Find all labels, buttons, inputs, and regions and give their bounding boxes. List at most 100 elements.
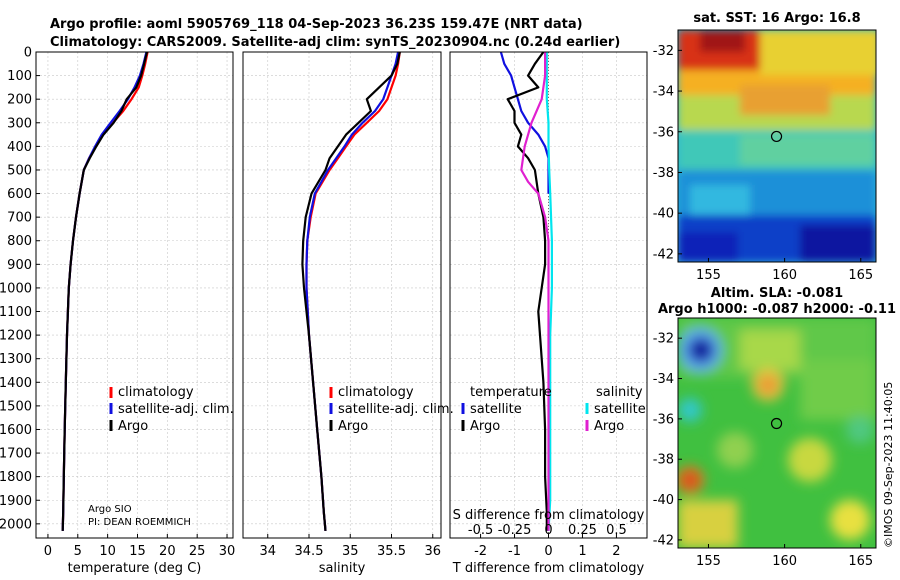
x-tick-label: 2 xyxy=(612,544,620,559)
y-tick-label: 0 xyxy=(24,46,32,61)
series-line-temperature-satellite xyxy=(499,51,550,194)
credit-pi: PI: DEAN ROEMMICH xyxy=(88,517,191,528)
x-tick-label: 0 xyxy=(544,544,552,559)
x-tick-label: 30 xyxy=(219,544,236,559)
x-axis-label: temperature (deg C) xyxy=(68,561,202,576)
credit-institution: Argo SIO xyxy=(88,504,132,515)
legend-label-satellite: satellite-adj. clim. xyxy=(338,402,454,417)
y-tick-label: 400 xyxy=(7,140,32,155)
legend-label-climatology: climatology xyxy=(118,385,194,400)
map-y-tick-label: -36 xyxy=(653,412,674,427)
argo-location-marker xyxy=(770,130,783,143)
x-tick-label: 5 xyxy=(74,544,82,559)
sst-map: 155 160 165 -32 -34 -36 -38 -40 -42 xyxy=(653,29,877,283)
secondary-tick-label: 0.5 xyxy=(606,523,627,538)
y-tick-label: 2000 xyxy=(0,517,32,532)
series-line-salinity-argo xyxy=(520,52,550,531)
difference-legend: temperature salinity satellite Argo sate… xyxy=(461,385,646,434)
map-y-tick-label: -38 xyxy=(653,453,674,468)
map-x-tick-label: 160 xyxy=(772,268,797,283)
x-tick-label: 34.5 xyxy=(295,544,324,559)
map-y-tick-label: -38 xyxy=(653,166,674,181)
series-line-satellite-adj-clim- xyxy=(61,51,148,531)
x-tick-label: 0 xyxy=(44,544,52,559)
y-tick-label: 1600 xyxy=(0,423,32,438)
series-line-argo xyxy=(301,51,401,531)
sla-map: 155 160 165 -32 -34 -36 -38 -40 -42 xyxy=(653,317,877,569)
legend-label-temp-argo: Argo xyxy=(470,419,500,434)
y-tick-label: 1000 xyxy=(0,281,32,296)
map-y-tick-label: -42 xyxy=(653,247,674,262)
x-tick-label: 20 xyxy=(159,544,176,559)
argo-location-marker xyxy=(770,417,783,430)
y-tick-label: 1500 xyxy=(0,399,32,414)
map-x-tick-label: 155 xyxy=(696,268,721,283)
map-y-tick-label: -36 xyxy=(653,125,674,140)
secondary-tick-label: 0.25 xyxy=(568,523,597,538)
map-y-tick-label: -40 xyxy=(653,493,674,508)
y-tick-label: 1200 xyxy=(0,329,32,344)
plot-frame xyxy=(242,51,442,539)
secondary-axis-label: S difference from climatology xyxy=(453,508,645,523)
y-tick-label: 500 xyxy=(7,163,32,178)
map-x-tick-label: 155 xyxy=(696,554,721,569)
x-tick-label: -2 xyxy=(474,544,487,559)
y-tick-label: 1400 xyxy=(0,376,32,391)
map-y-tick-label: -32 xyxy=(653,44,674,59)
y-tick-label: 300 xyxy=(7,116,32,131)
legend-label-sal-argo: Argo xyxy=(594,419,624,434)
secondary-tick-label: 0 xyxy=(544,523,552,538)
map-y-tick-label: -34 xyxy=(653,85,674,100)
plot-frame xyxy=(35,51,234,539)
sla-map-subtitle: Argo h1000: -0.087 h2000: -0.11 xyxy=(658,302,896,317)
map-x-tick-label: 160 xyxy=(772,554,797,569)
y-tick-label: 700 xyxy=(7,211,32,226)
y-tick-label: 200 xyxy=(7,93,32,108)
y-tick-label: 100 xyxy=(7,69,32,84)
y-tick-label: 600 xyxy=(7,187,32,202)
map-y-tick-label: -32 xyxy=(653,332,674,347)
y-tick-label: 1300 xyxy=(0,352,32,367)
difference-panel: -2 -1 0 1 2 T difference from climatology S di… xyxy=(449,51,648,576)
profile-legend-temperature: climatology satellite-adj. clim. Argo xyxy=(109,385,234,434)
legend-label-climatology: climatology xyxy=(338,385,414,400)
temperature-panel: 0 5 10 15 20 25 30 temperature (deg C) 0 100 200 30… xyxy=(0,46,235,577)
sst-map-title: sat. SST: 16 Argo: 16.8 xyxy=(693,11,860,26)
secondary-tick-label: -0.5 xyxy=(468,523,493,538)
y-tick-label: 1100 xyxy=(0,305,32,320)
x-tick-label: 34 xyxy=(259,544,276,559)
map-y-tick-label: -42 xyxy=(653,533,674,548)
x-tick-label: 10 xyxy=(99,544,116,559)
figure-title-line2: Climatology: CARS2009. Satellite-adj cli… xyxy=(50,35,620,50)
map-y-tick-label: -34 xyxy=(653,372,674,387)
legend-label-satellite: satellite-adj. clim. xyxy=(118,402,234,417)
y-tick-label: 900 xyxy=(7,258,32,273)
x-tick-label: 15 xyxy=(129,544,146,559)
x-tick-label: 35.5 xyxy=(377,544,406,559)
series-line-argo xyxy=(61,51,149,531)
legend-label-sal-satellite: satellite xyxy=(594,402,646,417)
legend-label-argo: Argo xyxy=(338,419,368,434)
series-line-salinity-satellite xyxy=(545,52,554,531)
y-tick-label: 1700 xyxy=(0,447,32,462)
x-tick-label: 25 xyxy=(189,544,206,559)
secondary-tick-label: -0.25 xyxy=(498,523,532,538)
map-x-tick-label: 165 xyxy=(848,268,873,283)
legend-header-salinity: salinity xyxy=(596,385,643,400)
series-line-temperature-argo xyxy=(506,51,548,531)
y-tick-label: 1900 xyxy=(0,494,32,509)
x-axis-label: T difference from climatology xyxy=(452,561,645,576)
legend-label-argo: Argo xyxy=(118,419,148,434)
y-tick-label: 1800 xyxy=(0,470,32,485)
sst-map-axes: 155 160 165 -32 -34 -36 -38 -40 -42 xyxy=(653,44,873,283)
map-y-tick-label: -40 xyxy=(653,207,674,222)
map-x-tick-label: 165 xyxy=(848,554,873,569)
sla-map-title: Altim. SLA: -0.081 xyxy=(711,286,843,301)
x-axis-label: salinity xyxy=(319,561,366,576)
x-tick-label: 1 xyxy=(578,544,586,559)
figure-title-line1: Argo profile: aoml 5905769_118 04-Sep-20… xyxy=(50,17,583,32)
legend-header-temperature: temperature xyxy=(470,385,552,400)
sla-map-axes: 155 160 165 -32 -34 -36 -38 -40 -42 xyxy=(653,332,873,569)
salinity-panel: 34 34.5 35 35.5 36 salinity xyxy=(242,51,442,576)
